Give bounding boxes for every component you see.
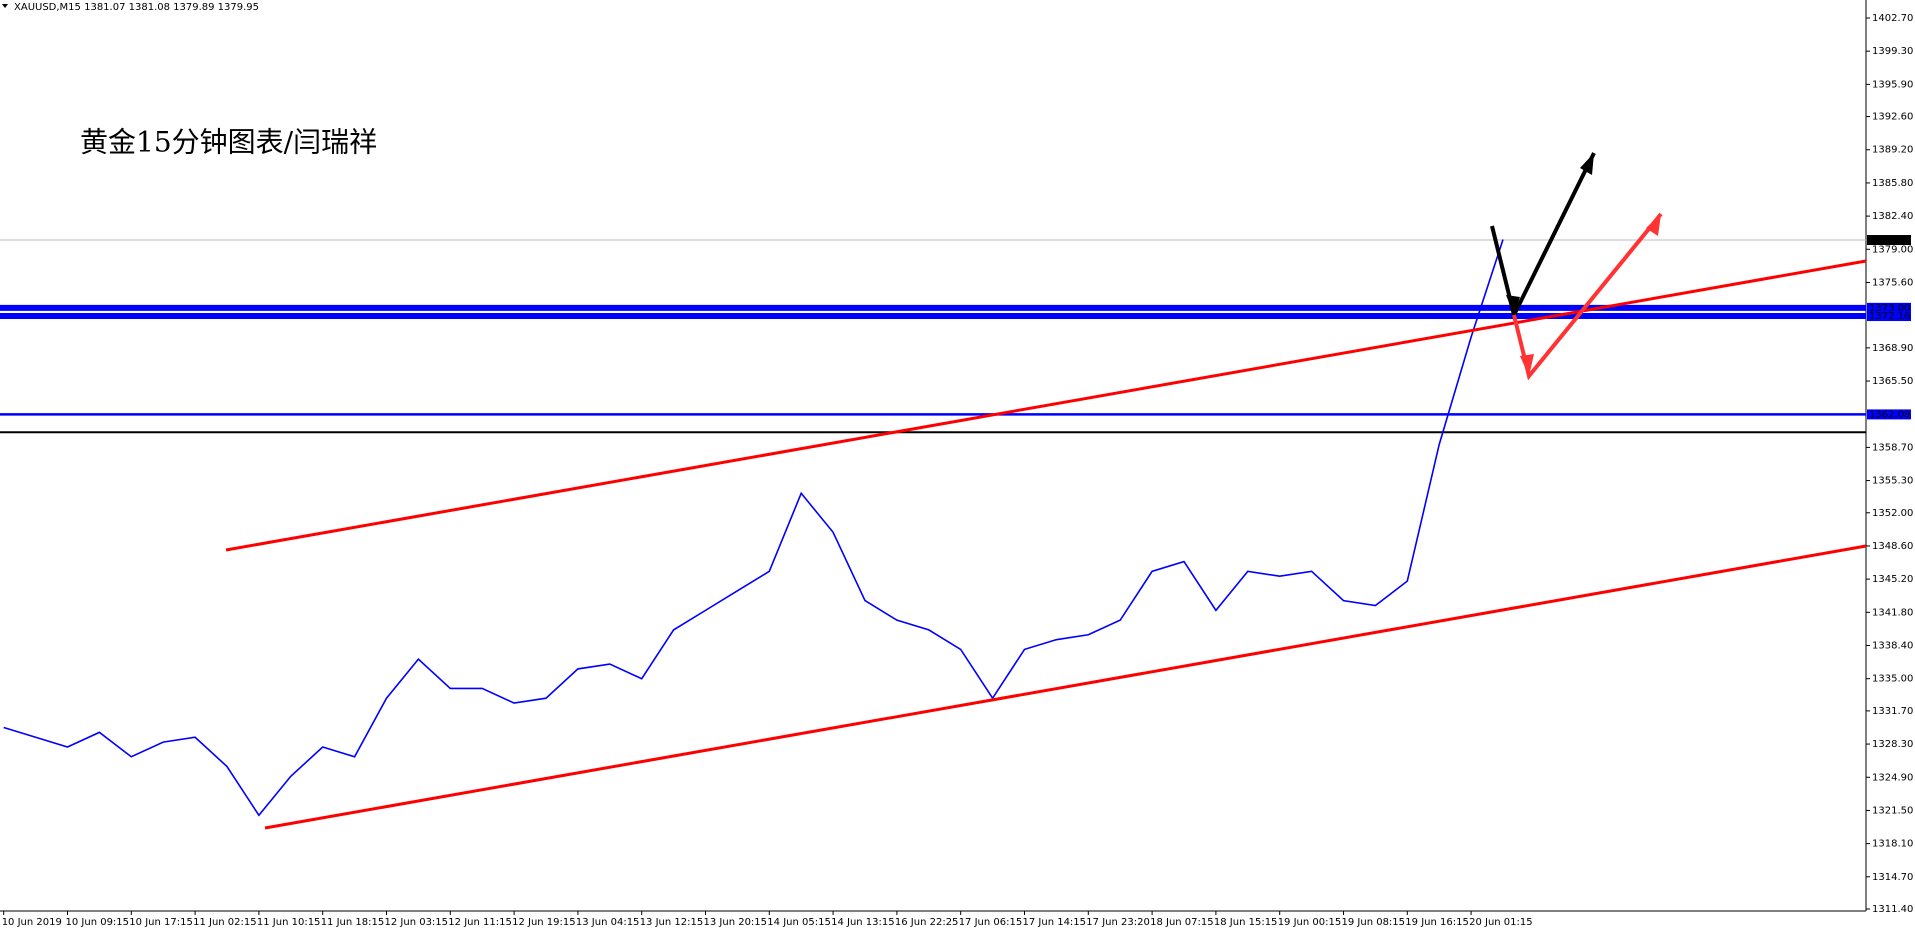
y-tick-label: 1345.20 <box>1872 574 1913 585</box>
y-tick-label: 1389.20 <box>1872 145 1913 156</box>
x-tick-label: 11 Jun 18:15 <box>321 917 385 928</box>
x-tick-label: 12 Jun 11:15 <box>448 917 512 928</box>
level-tag <box>1867 409 1911 420</box>
y-tick-label: 1314.70 <box>1872 872 1913 883</box>
x-tick-label: 18 Jun 07:15 <box>1150 917 1214 928</box>
y-tick-label: 1402.70 <box>1872 13 1913 24</box>
y-tick-label: 1321.50 <box>1872 805 1913 816</box>
x-tick-label: 19 Jun 08:15 <box>1342 917 1406 928</box>
y-tick-label: 1328.30 <box>1872 739 1913 750</box>
x-tick-label: 16 Jun 22:25 <box>895 917 959 928</box>
y-tick-label: 1341.80 <box>1872 607 1913 618</box>
level-label: 1379.95 <box>1869 235 1910 246</box>
price-line <box>3 239 1504 817</box>
level-label: 1373.00 <box>1869 303 1910 314</box>
y-tick-label: 1311.40 <box>1872 904 1913 915</box>
y-tick-label: 1355.30 <box>1872 476 1913 487</box>
y-tick-label: 1399.30 <box>1872 46 1913 57</box>
y-tick-label: 1368.90 <box>1872 343 1913 354</box>
x-tick-label: 13 Jun 12:15 <box>640 917 704 928</box>
annotation: 黄金15分钟图表/闫瑞祥 <box>80 126 377 159</box>
y-tick-label: 1365.50 <box>1872 376 1913 387</box>
y-tick-label: 1352.00 <box>1872 508 1913 519</box>
y-tick-label: 1395.90 <box>1872 79 1913 90</box>
x-tick-label: 12 Jun 03:15 <box>385 917 449 928</box>
x-tick-label: 14 Jun 05:15 <box>767 917 831 928</box>
y-tick-label: 1375.60 <box>1872 277 1913 288</box>
y-tick-label: 1338.40 <box>1872 641 1913 652</box>
level-label: 1362.08 <box>1869 409 1910 420</box>
y-tick-label: 1348.60 <box>1872 541 1913 552</box>
trend-line <box>264 544 1867 830</box>
y-tick-label: 1379.00 <box>1872 244 1913 255</box>
y-tick-label: 1324.90 <box>1872 772 1913 783</box>
x-tick-label: 12 Jun 19:15 <box>512 917 576 928</box>
x-tick-label: 10 Jun 09:15 <box>66 917 130 928</box>
level-tag <box>1867 235 1911 246</box>
x-tick-label: 19 Jun 00:15 <box>1278 917 1342 928</box>
trend-line <box>225 259 1867 552</box>
x-tick-label: 11 Jun 02:15 <box>193 917 257 928</box>
x-tick-label: 17 Jun 14:15 <box>1023 917 1087 928</box>
x-tick-label: 19 Jun 16:15 <box>1405 917 1469 928</box>
x-tick-label: 10 Jun 17:15 <box>129 917 193 928</box>
x-tick-label: 13 Jun 04:15 <box>576 917 640 928</box>
header: XAUUSD,M15 1381.07 1381.08 1379.89 1379.… <box>14 2 259 13</box>
x-tick-label: 17 Jun 23:20 <box>1086 917 1150 928</box>
y-tick-label: 1335.00 <box>1872 674 1913 685</box>
x-tick-label: 18 Jun 15:15 <box>1214 917 1278 928</box>
level-label: 1372.16 <box>1869 311 1910 322</box>
arrow-head <box>1506 153 1594 315</box>
level-tag <box>1867 302 1911 313</box>
x-tick-label: 20 Jun 01:15 <box>1469 917 1533 928</box>
y-tick-label: 1385.80 <box>1872 178 1913 189</box>
x-tick-label: 17 Jun 06:15 <box>959 917 1023 928</box>
header-icon <box>2 4 8 8</box>
level-tag <box>1867 311 1911 322</box>
x-tick-label: 11 Jun 10:15 <box>257 917 321 928</box>
y-tick-label: 1318.10 <box>1872 839 1913 850</box>
y-tick-label: 1382.40 <box>1872 211 1913 222</box>
x-tick-label: 13 Jun 20:15 <box>704 917 768 928</box>
y-tick-label: 1392.60 <box>1872 112 1913 123</box>
y-tick-label: 1331.70 <box>1872 706 1913 717</box>
x-tick-label: 10 Jun 2019 <box>2 917 62 928</box>
y-tick-label: 1358.70 <box>1872 442 1913 453</box>
x-tick-label: 14 Jun 13:15 <box>831 917 895 928</box>
